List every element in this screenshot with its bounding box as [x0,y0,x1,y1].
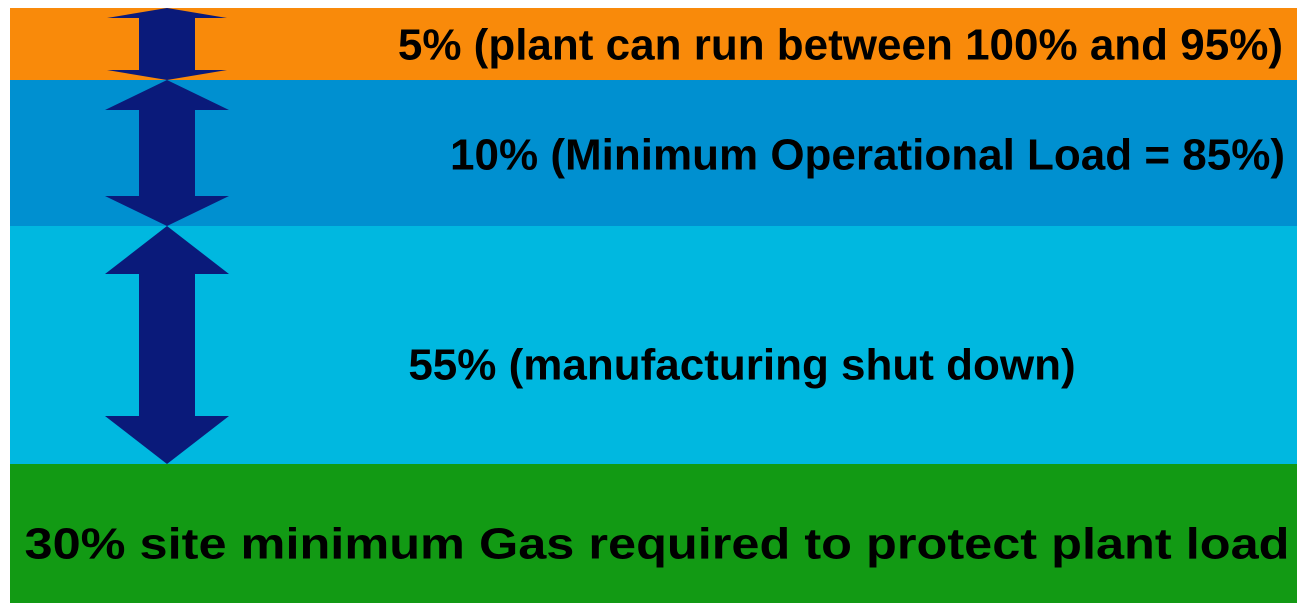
band-label: 30% site minimum Gas required to protect… [25,520,1290,569]
double-arrow [105,226,229,464]
double-arrow [107,8,227,80]
band-label: 10% (Minimum Operational Load = 85%) [450,131,1285,180]
band-light-blue [10,226,1297,464]
band-blue [10,80,1297,226]
band-label: 5% (plant can run between 100% and 95%) [398,21,1283,70]
band-orange [10,8,1297,80]
band-green [10,464,1297,603]
band-label: 55% (manufacturing shut down) [408,341,1075,390]
double-arrow [105,80,229,226]
